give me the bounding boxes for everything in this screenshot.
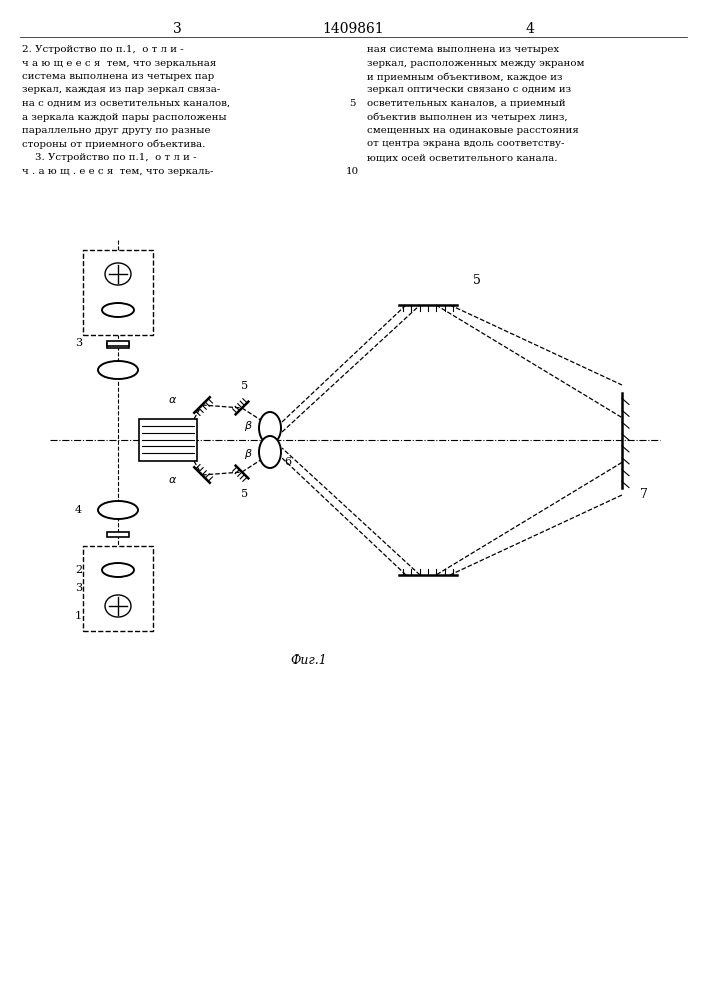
Ellipse shape (105, 595, 131, 617)
Text: и приемным объективом, каждое из: и приемным объективом, каждое из (367, 72, 563, 82)
Bar (107, 342, 129, 348)
Text: 5: 5 (349, 99, 355, 108)
Text: α: α (168, 395, 175, 405)
Text: ч . а ю щ . е е с я  тем, что зеркаль-: ч . а ю щ . е е с я тем, что зеркаль- (22, 166, 214, 176)
Text: 3: 3 (75, 338, 82, 348)
Text: параллельно друг другу по разные: параллельно друг другу по разные (22, 126, 211, 135)
Text: 3: 3 (75, 583, 82, 593)
Text: 5: 5 (473, 273, 481, 286)
Text: 7: 7 (640, 488, 648, 502)
Text: ная система выполнена из четырех: ная система выполнена из четырех (367, 45, 559, 54)
Text: ч а ю щ е е с я  тем, что зеркальная: ч а ю щ е е с я тем, что зеркальная (22, 58, 216, 68)
Text: 5: 5 (241, 381, 249, 391)
Text: 1: 1 (75, 611, 82, 621)
Text: зеркал, каждая из пар зеркал связа-: зеркал, каждая из пар зеркал связа- (22, 86, 221, 95)
Text: 5: 5 (241, 489, 249, 499)
Bar (139, 419, 197, 461)
Text: на с одним из осветительных каналов,: на с одним из осветительных каналов, (22, 99, 230, 108)
Text: 4: 4 (525, 22, 534, 36)
Ellipse shape (259, 412, 281, 444)
Text: 4: 4 (75, 505, 82, 515)
Text: α: α (168, 475, 175, 485)
Text: объектив выполнен из четырех линз,: объектив выполнен из четырех линз, (367, 112, 568, 122)
Ellipse shape (98, 501, 138, 519)
Ellipse shape (259, 436, 281, 468)
Bar (83, 249, 153, 334)
Text: смещенных на одинаковые расстояния: смещенных на одинаковые расстояния (367, 126, 579, 135)
Text: 2: 2 (75, 565, 82, 575)
Text: 2. Устройство по п.1,  о т л и -: 2. Устройство по п.1, о т л и - (22, 45, 184, 54)
Text: 3: 3 (173, 22, 182, 36)
Text: 10: 10 (346, 166, 358, 176)
Text: β: β (245, 421, 252, 431)
Ellipse shape (105, 263, 131, 285)
Bar (107, 532, 129, 536)
Text: зеркал оптически связано с одним из: зеркал оптически связано с одним из (367, 86, 571, 95)
Text: а зеркала каждой пары расположены: а зеркала каждой пары расположены (22, 112, 227, 121)
Text: 6: 6 (284, 457, 291, 467)
Text: ющих осей осветительного канала.: ющих осей осветительного канала. (367, 153, 558, 162)
Text: система выполнена из четырех пар: система выполнена из четырех пар (22, 72, 214, 81)
Text: 3. Устройство по п.1,  о т л и -: 3. Устройство по п.1, о т л и - (22, 153, 197, 162)
Text: осветительных каналов, а приемный: осветительных каналов, а приемный (367, 99, 566, 108)
Ellipse shape (102, 563, 134, 577)
Text: зеркал, расположенных между экраном: зеркал, расположенных между экраном (367, 58, 585, 68)
Ellipse shape (102, 303, 134, 317)
Bar (83, 546, 153, 631)
Ellipse shape (98, 361, 138, 379)
Text: Фиг.1: Фиг.1 (290, 654, 327, 666)
Bar (107, 340, 129, 346)
Text: от центра экрана вдоль соответству-: от центра экрана вдоль соответству- (367, 139, 564, 148)
Text: 1409861: 1409861 (322, 22, 384, 36)
Text: стороны от приемного объектива.: стороны от приемного объектива. (22, 139, 205, 149)
Text: β: β (245, 449, 252, 459)
